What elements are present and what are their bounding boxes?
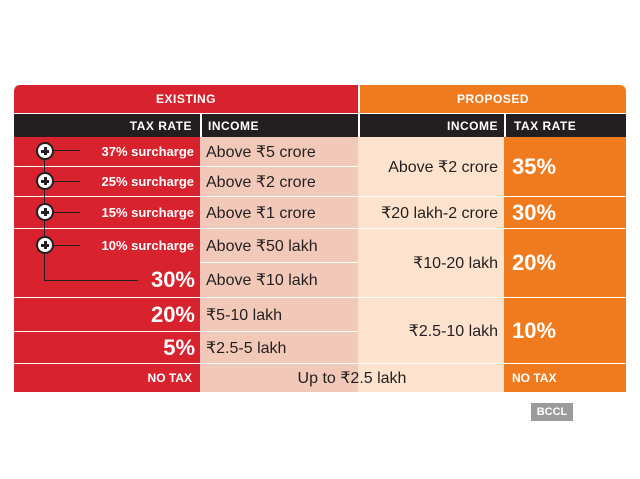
proposed-income: ₹2.5-10 lakh — [408, 322, 498, 340]
existing-income: ₹2.5-5 lakh — [206, 339, 287, 357]
surcharge-label: 10% surcharge — [80, 229, 194, 262]
existing-rate: 5% — [163, 334, 195, 360]
plus-icon — [36, 203, 54, 221]
proposed-header-label: PROPOSED — [456, 92, 529, 106]
existing-rate: 30% — [140, 263, 195, 297]
proposed-rate: 30% — [512, 199, 557, 225]
surcharge-connector-horizontal — [44, 280, 138, 281]
existing-income: ₹5-10 lakh — [206, 306, 282, 324]
shared-income-row: Up to ₹2.5 lakh — [200, 364, 504, 392]
proposed-tax-rate-label: TAX RATE — [514, 118, 577, 133]
credit-badge: BCCL — [531, 403, 573, 421]
existing-header: EXISTING — [14, 85, 358, 113]
proposed-no-tax: NO TAX — [504, 364, 626, 392]
surcharge-label: 15% surcharge — [80, 197, 194, 228]
existing-income-column — [200, 137, 358, 363]
existing-no-tax: NO TAX — [14, 364, 200, 392]
surcharge-label: 37% surcharge — [80, 137, 194, 166]
existing-income-label: INCOME — [208, 118, 259, 133]
existing-income: Above ₹50 lakh — [206, 237, 318, 255]
proposed-income: Above ₹2 crore — [388, 158, 498, 176]
proposed-income-label: INCOME — [447, 118, 498, 133]
existing-rate: 20% — [150, 301, 195, 327]
proposed-income-column — [358, 137, 504, 363]
plus-icon — [36, 236, 54, 254]
existing-income-subheader: INCOME — [200, 114, 358, 137]
existing-income: Above ₹10 lakh — [206, 272, 318, 289]
existing-income: Above ₹5 crore — [206, 143, 316, 161]
proposed-rate: 10% — [512, 317, 557, 343]
proposed-income: ₹20 lakh-2 crore — [381, 204, 498, 222]
existing-income: Above ₹2 crore — [206, 173, 316, 191]
proposed-rate: 20% — [512, 250, 557, 275]
proposed-rate: 35% — [512, 153, 557, 179]
proposed-income: ₹10-20 lakh — [413, 255, 498, 272]
existing-income: Above ₹1 crore — [206, 204, 316, 222]
existing-header-label: EXISTING — [155, 92, 216, 106]
proposed-income-subheader: INCOME — [360, 114, 504, 137]
surcharge-label: 25% surcharge — [80, 167, 194, 196]
existing-tax-rate-subheader: TAX RATE — [14, 114, 200, 137]
existing-tax-rate-label: TAX RATE — [129, 118, 192, 133]
proposed-rate-column — [504, 137, 626, 363]
plus-icon — [36, 172, 54, 190]
plus-icon — [36, 142, 54, 160]
proposed-tax-rate-subheader: TAX RATE — [504, 114, 626, 137]
proposed-header: PROPOSED — [360, 85, 626, 113]
